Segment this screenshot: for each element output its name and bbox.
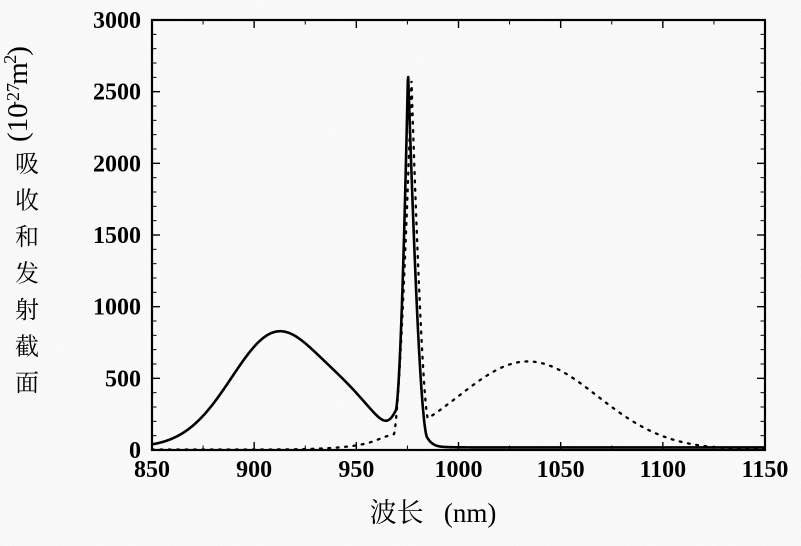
svg-text:2500: 2500 xyxy=(93,80,141,106)
svg-text:1000: 1000 xyxy=(435,457,483,483)
svg-text:1100: 1100 xyxy=(639,457,686,483)
svg-text:-27: -27 xyxy=(3,83,23,107)
svg-text:3000: 3000 xyxy=(93,8,141,34)
svg-text:发: 发 xyxy=(15,254,39,289)
svg-text:1150: 1150 xyxy=(742,457,789,483)
svg-text:射: 射 xyxy=(15,290,39,325)
svg-text:1000: 1000 xyxy=(93,295,141,321)
svg-text:1500: 1500 xyxy=(93,223,141,249)
svg-text:900: 900 xyxy=(236,457,272,483)
svg-text:m: m xyxy=(2,62,34,85)
svg-text:0: 0 xyxy=(129,438,141,464)
svg-text:(10: (10 xyxy=(2,103,34,142)
svg-text:和: 和 xyxy=(15,217,39,252)
svg-text:面: 面 xyxy=(15,363,39,398)
svg-text:吸: 吸 xyxy=(15,144,39,179)
svg-text:收: 收 xyxy=(15,181,39,216)
svg-text:截: 截 xyxy=(15,327,39,362)
svg-text:1050: 1050 xyxy=(537,457,585,483)
svg-text:500: 500 xyxy=(105,366,141,392)
svg-text:2000: 2000 xyxy=(93,151,141,177)
svg-text:950: 950 xyxy=(338,457,374,483)
svg-text:): ) xyxy=(2,46,34,56)
